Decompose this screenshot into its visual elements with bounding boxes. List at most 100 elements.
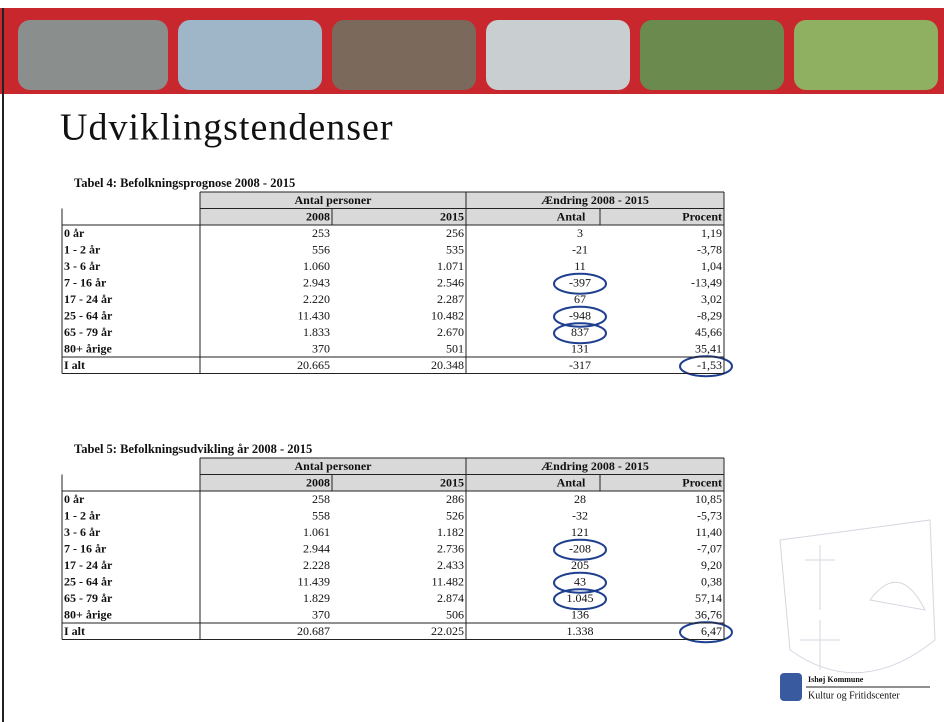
column-header: 2015 (440, 210, 464, 224)
table-caption: Tabel 5: Befolkningsudvikling år 2008 - … (74, 442, 312, 456)
cell: 1.182 (437, 525, 464, 539)
cell: -8,29 (697, 309, 722, 323)
cell: 6,47 (701, 624, 722, 638)
cell: 535 (446, 243, 464, 257)
cell: 3,02 (701, 292, 722, 306)
cell: 11.430 (297, 309, 330, 323)
cell: 10.482 (431, 309, 464, 323)
photo (18, 20, 168, 90)
cell: -7,07 (697, 542, 722, 556)
group-header: Antal personer (295, 193, 373, 207)
photo (332, 20, 476, 90)
cell: 2.287 (437, 292, 464, 306)
cell: 1.060 (303, 259, 330, 273)
cell: 36,76 (695, 608, 722, 622)
cell: 11 (574, 259, 586, 273)
cell: -32 (572, 509, 588, 523)
cell: 28 (574, 492, 586, 506)
row-label: 0 år (64, 492, 85, 506)
cell: 526 (446, 509, 464, 523)
cell: 20.687 (297, 624, 330, 638)
photo (794, 20, 938, 90)
cell: 2.433 (437, 558, 464, 572)
cell: -397 (569, 276, 591, 290)
cell: 3 (577, 226, 583, 240)
cell: 1,04 (701, 259, 722, 273)
logo (780, 673, 802, 701)
cell: 370 (312, 608, 330, 622)
column-header: Antal (557, 476, 586, 490)
cell: 2.228 (303, 558, 330, 572)
row-label: 65 - 79 år (64, 325, 113, 339)
cell: 2.546 (437, 276, 464, 290)
row-label: 65 - 79 år (64, 591, 113, 605)
cell: 22.025 (431, 624, 464, 638)
column-header: Procent (682, 210, 722, 224)
cell: 286 (446, 492, 464, 506)
column-header: 2015 (440, 476, 464, 490)
cell: 35,41 (695, 342, 722, 356)
cell: 20.665 (297, 358, 330, 372)
row-label: 7 - 16 år (64, 276, 107, 290)
column-header: Procent (682, 476, 722, 490)
photo (178, 20, 322, 90)
cell: 506 (446, 608, 464, 622)
row-label: 1 - 2 år (64, 509, 101, 523)
group-header: Ændring 2008 - 2015 (541, 459, 649, 473)
photo (486, 20, 630, 90)
cell: 45,66 (695, 325, 722, 339)
column-header: Antal (557, 210, 586, 224)
cell: -3,78 (697, 243, 722, 257)
row-label: I alt (64, 624, 85, 638)
slide: Udviklingstendenser Ishøj Kommune Kultur… (0, 0, 944, 722)
cell: 1.338 (567, 624, 594, 638)
row-label: 3 - 6 år (64, 259, 101, 273)
row-label: 3 - 6 år (64, 525, 101, 539)
column-header: 2008 (306, 210, 330, 224)
cell: 2.220 (303, 292, 330, 306)
row-label: 7 - 16 år (64, 542, 107, 556)
cell: 0,38 (701, 575, 722, 589)
cell: 9,20 (701, 558, 722, 572)
cell: 1.071 (437, 259, 464, 273)
footer-unit: Kultur og Fritidscenter (808, 690, 900, 701)
cell: 1,19 (701, 226, 722, 240)
table-caption: Tabel 4: Befolkningsprognose 2008 - 2015 (74, 176, 295, 190)
cell: 11.482 (431, 575, 464, 589)
cell: 57,14 (695, 591, 722, 605)
cell: 256 (446, 226, 464, 240)
row-label: 80+ årige (64, 342, 112, 356)
footer-org: Ishøj Kommune (808, 675, 864, 684)
page-title: Udviklingstendenser (60, 107, 394, 149)
cell: 121 (571, 525, 589, 539)
row-label: 0 år (64, 226, 85, 240)
group-header: Ændring 2008 - 2015 (541, 193, 649, 207)
row-label: 17 - 24 år (64, 292, 113, 306)
cell: 20.348 (431, 358, 464, 372)
cell: 11.439 (297, 575, 330, 589)
cell: 11,40 (695, 525, 722, 539)
cell: 2.943 (303, 276, 330, 290)
cell: 370 (312, 342, 330, 356)
group-header: Antal personer (295, 459, 373, 473)
cell: -1,53 (697, 358, 722, 372)
cell: 10,85 (695, 492, 722, 506)
cell: 556 (312, 243, 330, 257)
cell: -21 (572, 243, 588, 257)
row-label: 1 - 2 år (64, 243, 101, 257)
cell: -5,73 (697, 509, 722, 523)
row-label: 17 - 24 år (64, 558, 113, 572)
cell: 1.833 (303, 325, 330, 339)
cell: 501 (446, 342, 464, 356)
column-header: 2008 (306, 476, 330, 490)
cell: 2.944 (303, 542, 330, 556)
cell: 253 (312, 226, 330, 240)
row-label: 25 - 64 år (64, 575, 113, 589)
cell: 2.670 (437, 325, 464, 339)
cell: 558 (312, 509, 330, 523)
cell: -13,49 (691, 276, 722, 290)
cell: 1.061 (303, 525, 330, 539)
cell: 43 (574, 575, 586, 589)
cell: -317 (569, 358, 591, 372)
photo (640, 20, 784, 90)
